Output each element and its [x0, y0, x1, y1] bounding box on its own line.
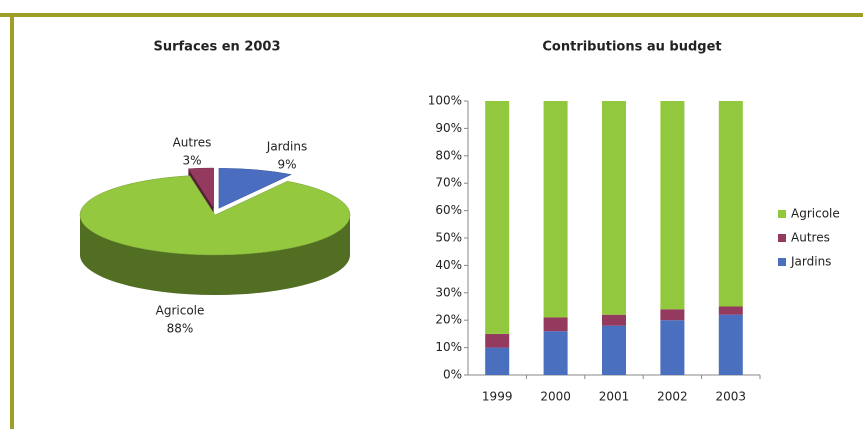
legend-swatch	[778, 234, 786, 242]
bar-segment	[543, 331, 568, 375]
slice-label: Agricole	[156, 304, 205, 318]
bar-segment	[718, 101, 743, 307]
slice-label: Autres	[173, 136, 212, 150]
bar-title: Contributions au budget	[542, 40, 721, 55]
bar-segment	[718, 306, 743, 315]
bar-segment	[543, 317, 568, 332]
y-tick-label: 50%	[435, 231, 462, 245]
bar-segment	[602, 314, 626, 326]
bar-segment	[660, 309, 685, 321]
bar-segment	[543, 101, 568, 318]
bar-segment	[602, 101, 626, 315]
y-tick-label: 100%	[428, 94, 462, 108]
slice-value-label: 9%	[277, 158, 296, 172]
legend-label: Jardins	[790, 255, 831, 269]
y-tick-label: 0%	[443, 368, 462, 382]
y-tick-label: 60%	[435, 203, 462, 217]
bar-segment	[602, 325, 626, 375]
y-tick-label: 70%	[435, 176, 462, 190]
x-tick-label: 1999	[482, 390, 513, 404]
slice-label: Jardins	[266, 140, 307, 154]
legend-label: Agricole	[791, 207, 840, 221]
legend-swatch	[778, 258, 786, 266]
y-tick-label: 20%	[435, 313, 462, 327]
x-tick-label: 2002	[657, 390, 688, 404]
x-tick-label: 2001	[599, 390, 630, 404]
bar-segment	[660, 320, 685, 375]
y-tick-label: 30%	[435, 285, 462, 299]
frame-top	[0, 13, 863, 17]
pie-title: Surfaces en 2003	[153, 40, 280, 55]
y-tick-label: 80%	[435, 148, 462, 162]
pie-slice	[187, 167, 214, 209]
frame-left	[10, 13, 14, 429]
bar-segment	[485, 347, 510, 375]
slice-value-label: 88%	[167, 322, 194, 336]
y-tick-label: 90%	[435, 121, 462, 135]
legend-swatch	[778, 210, 786, 218]
slice-value-label: 3%	[182, 154, 201, 168]
pie-slice	[218, 168, 293, 209]
bar-segment	[718, 314, 743, 375]
x-tick-label: 2000	[540, 390, 571, 404]
y-tick-label: 40%	[435, 258, 462, 272]
y-tick-label: 10%	[435, 340, 462, 354]
bar-segment	[485, 333, 510, 348]
bar-segment	[485, 101, 510, 334]
bar-segment	[660, 101, 685, 310]
x-tick-label: 2003	[716, 390, 747, 404]
legend-label: Autres	[791, 231, 830, 245]
pie-slice	[79, 175, 351, 256]
